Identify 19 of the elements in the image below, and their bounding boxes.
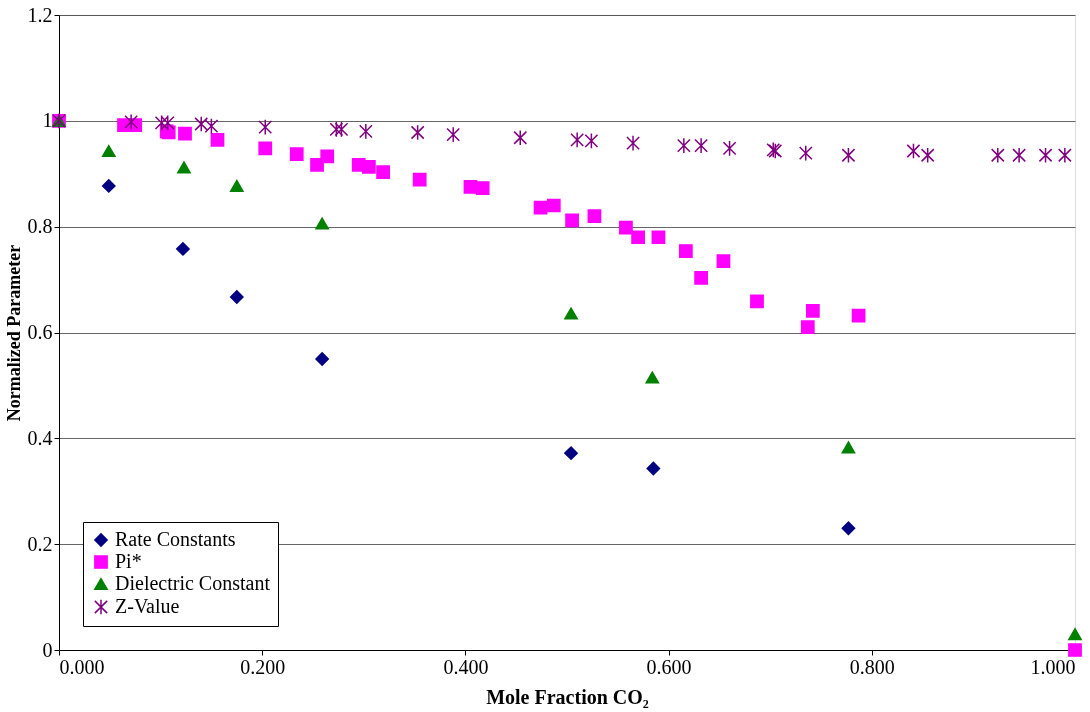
y-tick-label: 0.4 <box>27 426 53 449</box>
legend-label: Z-Value <box>115 595 180 617</box>
y-tick-label: 1 <box>42 109 53 132</box>
y-tick-label: 0.8 <box>27 215 53 238</box>
x-tick-label: 1.000 <box>1030 655 1076 678</box>
x-tick-label: 0.000 <box>59 655 105 678</box>
legend-label: Pi* <box>115 550 142 572</box>
y-tick-label: 0.2 <box>27 532 53 555</box>
y-tick-label: 0 <box>42 638 53 661</box>
x-tick-label: 0.400 <box>443 655 489 678</box>
legend-label: Dielectric Constant <box>115 572 271 594</box>
x-tick-label: 0.800 <box>849 655 895 678</box>
x-tick-label: 0.600 <box>646 655 692 678</box>
y-tick-label: 0.6 <box>27 321 53 343</box>
legend-label: Rate Constants <box>115 528 236 550</box>
y-tick-label: 1.2 <box>27 3 53 26</box>
y-axis-title: Normalized Parameter <box>3 244 24 422</box>
x-axis-title: Mole Fraction CO₂ <box>486 685 649 708</box>
x-tick-label: 0.200 <box>240 655 286 678</box>
